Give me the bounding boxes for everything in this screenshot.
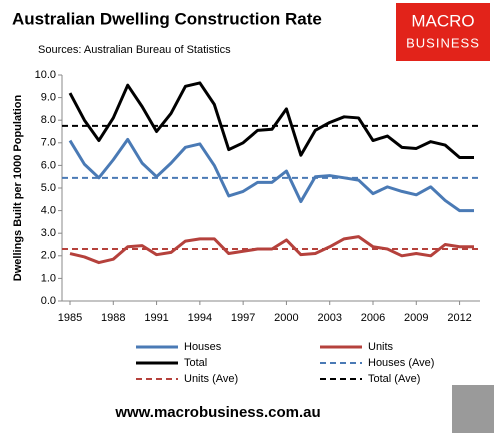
- y-tick-label: 2.0: [41, 250, 56, 262]
- legend-label: Total: [184, 357, 207, 369]
- data-line: [69, 235, 474, 265]
- y-tick-label: 9.0: [41, 92, 56, 104]
- y-tick-label: 4.0: [41, 205, 56, 217]
- x-tick-label: 1997: [231, 312, 255, 324]
- x-tick-label: 1985: [58, 312, 82, 324]
- x-tick-label: 2009: [404, 312, 428, 324]
- logo-text: MACRO: [411, 11, 474, 30]
- y-tick-label: 0.0: [41, 295, 56, 307]
- x-tick-label: 1988: [101, 312, 125, 324]
- data-line: [68, 81, 474, 159]
- footer: www.macrobusiness.com.au: [114, 404, 320, 421]
- logo-box: [396, 3, 490, 61]
- x-tick-label: 2006: [361, 312, 385, 324]
- x-tick-label: 1991: [144, 312, 168, 324]
- y-tick-label: 5.0: [41, 182, 56, 194]
- legend-label: Houses (Ave): [368, 357, 434, 369]
- x-tick-label: 2000: [274, 312, 298, 324]
- x-tick-label: 2012: [447, 312, 471, 324]
- legend-label: Units (Ave): [184, 373, 238, 385]
- y-tick-label: 1.0: [41, 272, 56, 284]
- wolf-image: [452, 385, 494, 433]
- chart-subtitle: Sources: Australian Bureau of Statistics: [38, 44, 231, 56]
- x-tick-label: 2003: [317, 312, 341, 324]
- legend-label: Units: [368, 341, 394, 353]
- y-tick-label: 6.0: [41, 159, 56, 171]
- logo-text: BUSINESS: [406, 35, 480, 50]
- y-tick-label: 8.0: [41, 114, 56, 126]
- chart-title: Australian Dwelling Construction Rate: [12, 9, 322, 28]
- data-line: [68, 137, 474, 213]
- legend-label: Houses: [184, 341, 222, 353]
- y-axis-title: Dwellings Built per 1000 Population: [12, 95, 24, 282]
- y-tick-label: 7.0: [41, 137, 56, 149]
- x-tick-label: 1994: [188, 312, 212, 324]
- legend-label: Total (Ave): [368, 373, 420, 385]
- y-tick-label: 10.0: [35, 69, 56, 81]
- y-tick-label: 3.0: [41, 227, 56, 239]
